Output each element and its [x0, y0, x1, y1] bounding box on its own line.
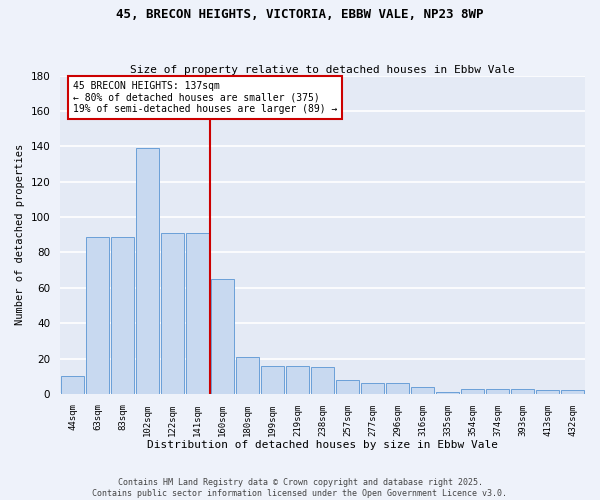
- Bar: [461, 388, 484, 394]
- Bar: [236, 357, 259, 394]
- Bar: [486, 388, 509, 394]
- Bar: [61, 376, 84, 394]
- Bar: [136, 148, 159, 394]
- Bar: [536, 390, 559, 394]
- Bar: [436, 392, 459, 394]
- Bar: [561, 390, 584, 394]
- Bar: [286, 366, 309, 394]
- Y-axis label: Number of detached properties: Number of detached properties: [15, 144, 25, 326]
- Bar: [161, 233, 184, 394]
- X-axis label: Distribution of detached houses by size in Ebbw Vale: Distribution of detached houses by size …: [147, 440, 498, 450]
- Bar: [361, 384, 384, 394]
- Bar: [336, 380, 359, 394]
- Bar: [186, 233, 209, 394]
- Bar: [261, 366, 284, 394]
- Bar: [386, 384, 409, 394]
- Bar: [86, 236, 109, 394]
- Bar: [111, 236, 134, 394]
- Text: 45, BRECON HEIGHTS, VICTORIA, EBBW VALE, NP23 8WP: 45, BRECON HEIGHTS, VICTORIA, EBBW VALE,…: [116, 8, 484, 20]
- Bar: [311, 368, 334, 394]
- Bar: [511, 388, 534, 394]
- Text: 45 BRECON HEIGHTS: 137sqm
← 80% of detached houses are smaller (375)
19% of semi: 45 BRECON HEIGHTS: 137sqm ← 80% of detac…: [73, 81, 337, 114]
- Text: Contains HM Land Registry data © Crown copyright and database right 2025.
Contai: Contains HM Land Registry data © Crown c…: [92, 478, 508, 498]
- Bar: [411, 387, 434, 394]
- Title: Size of property relative to detached houses in Ebbw Vale: Size of property relative to detached ho…: [130, 65, 515, 75]
- Bar: [211, 279, 234, 394]
